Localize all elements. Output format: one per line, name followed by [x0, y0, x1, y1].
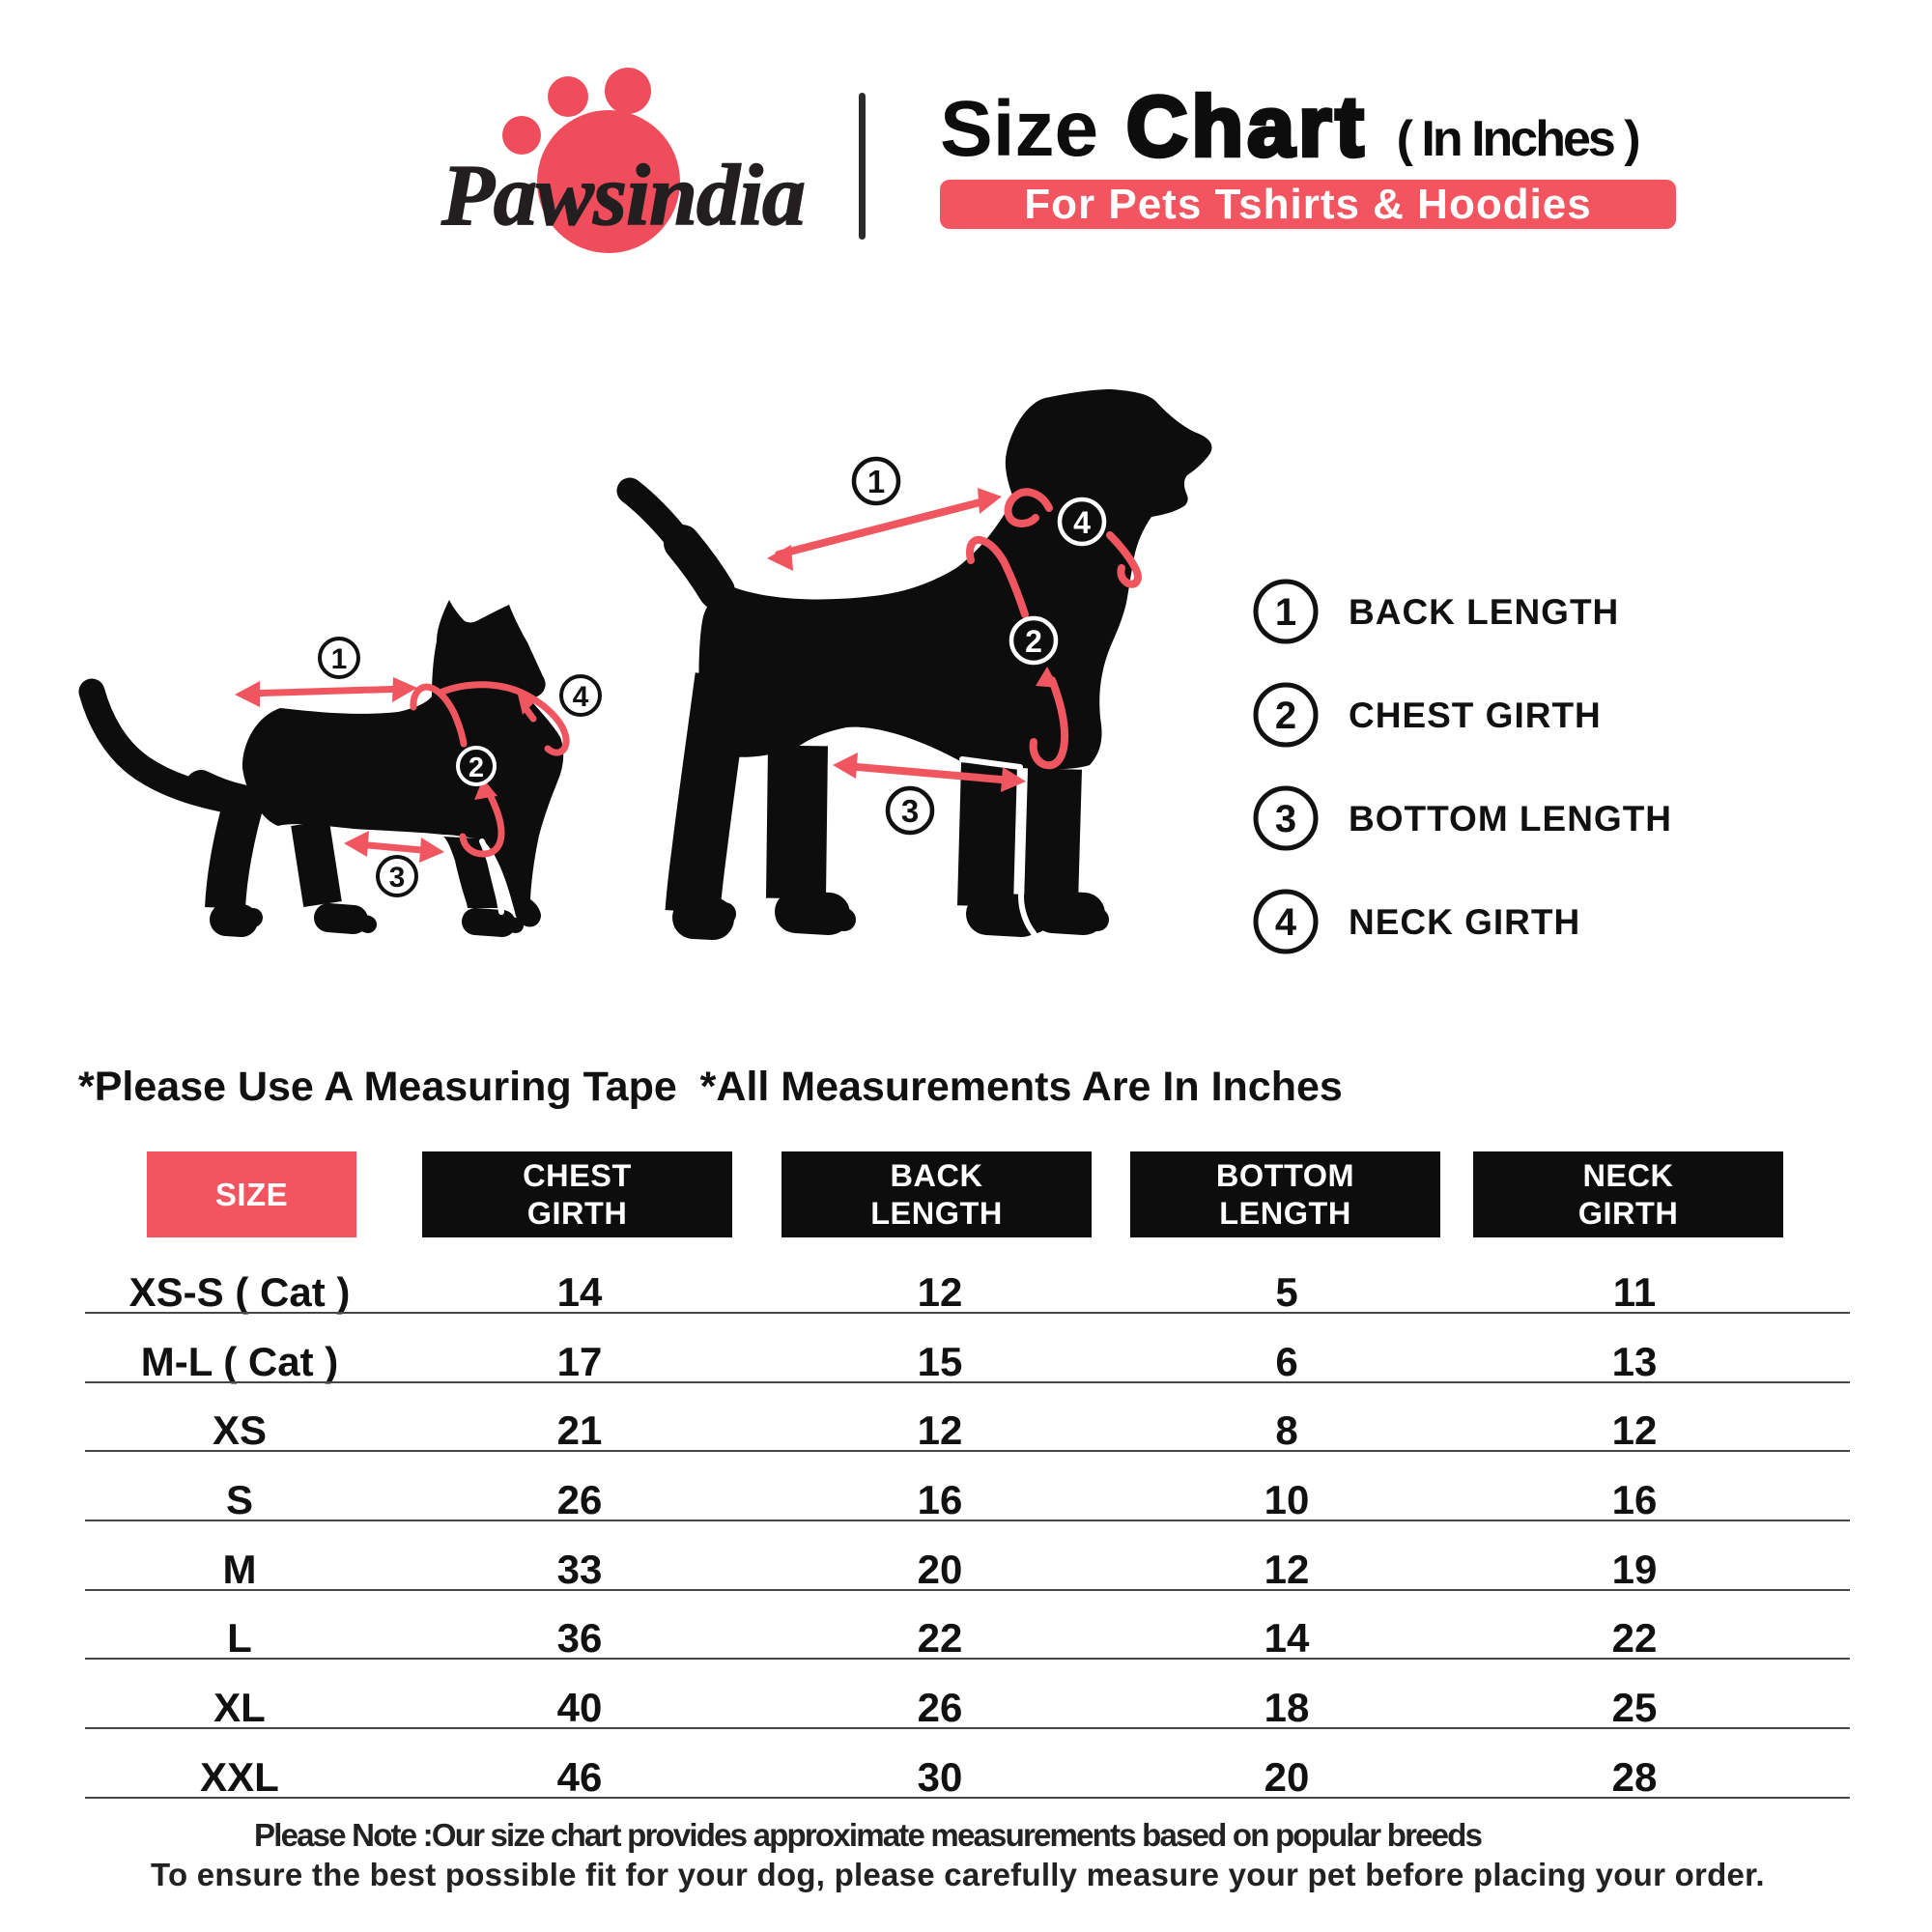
svg-text:3: 3 — [901, 793, 919, 829]
svg-text:4: 4 — [1275, 901, 1297, 944]
svg-text:CHEST GIRTH: CHEST GIRTH — [1349, 696, 1602, 735]
svg-text:4: 4 — [1073, 505, 1091, 540]
svg-text:1: 1 — [331, 643, 348, 675]
svg-text:2: 2 — [469, 753, 484, 783]
svg-text:1: 1 — [1275, 591, 1296, 634]
svg-text:BACK LENGTH: BACK LENGTH — [1349, 592, 1619, 632]
svg-text:2: 2 — [1275, 695, 1296, 737]
svg-text:2: 2 — [1025, 624, 1042, 659]
svg-text:BOTTOM LENGTH: BOTTOM LENGTH — [1349, 799, 1672, 838]
svg-text:3: 3 — [389, 862, 406, 894]
svg-text:Pawsindia: Pawsindia — [440, 148, 805, 243]
svg-text:NECK GIRTH: NECK GIRTH — [1349, 902, 1580, 942]
svg-text:1: 1 — [867, 464, 885, 499]
svg-text:4: 4 — [573, 681, 589, 713]
svg-text:3: 3 — [1275, 798, 1296, 840]
